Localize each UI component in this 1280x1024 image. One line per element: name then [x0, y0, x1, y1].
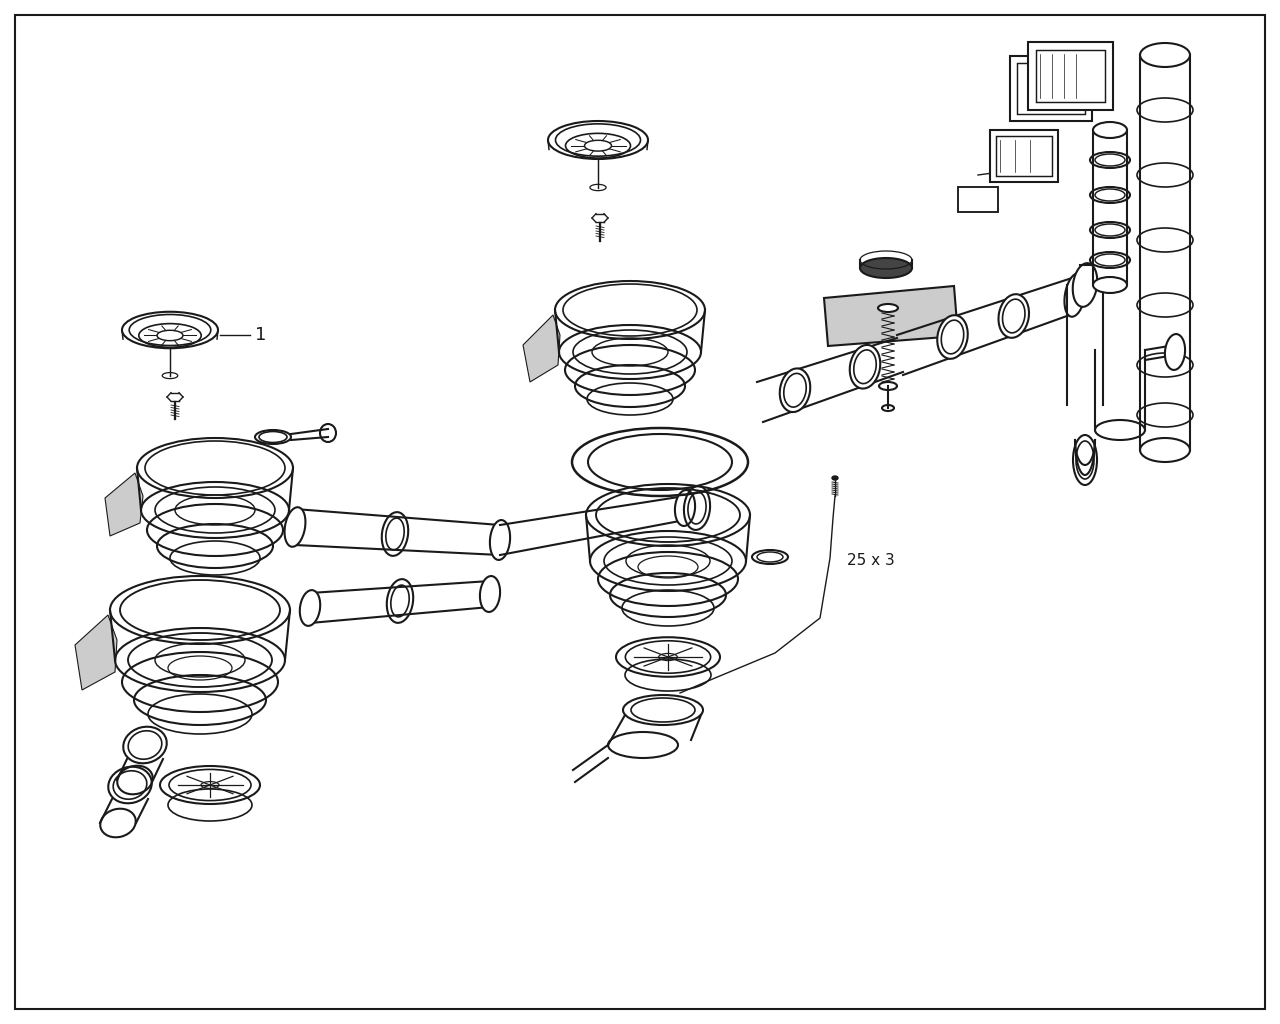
Ellipse shape	[850, 345, 881, 388]
Ellipse shape	[1065, 273, 1085, 316]
Ellipse shape	[157, 331, 183, 341]
Ellipse shape	[675, 490, 695, 526]
Ellipse shape	[585, 140, 612, 152]
Ellipse shape	[300, 590, 320, 626]
Ellipse shape	[490, 520, 511, 560]
Ellipse shape	[878, 304, 899, 312]
Polygon shape	[824, 286, 957, 346]
Ellipse shape	[1093, 122, 1126, 138]
Polygon shape	[524, 315, 561, 382]
Bar	[1036, 50, 1105, 102]
Ellipse shape	[480, 577, 500, 612]
Ellipse shape	[937, 315, 968, 358]
Ellipse shape	[832, 476, 838, 480]
Ellipse shape	[1093, 278, 1126, 293]
Ellipse shape	[1165, 334, 1185, 370]
Text: 1: 1	[255, 326, 266, 344]
Ellipse shape	[284, 507, 306, 547]
Text: 25 x 3: 25 x 3	[847, 553, 895, 568]
Bar	[996, 136, 1052, 176]
Ellipse shape	[1073, 263, 1097, 307]
Polygon shape	[76, 615, 116, 690]
Bar	[989, 130, 1059, 182]
Bar	[957, 187, 998, 212]
Bar	[1018, 63, 1085, 114]
Ellipse shape	[860, 258, 911, 278]
Ellipse shape	[997, 167, 1009, 175]
Ellipse shape	[780, 369, 810, 412]
Polygon shape	[105, 473, 143, 536]
Bar	[1010, 56, 1092, 121]
Ellipse shape	[998, 294, 1029, 338]
Bar	[1028, 42, 1114, 110]
